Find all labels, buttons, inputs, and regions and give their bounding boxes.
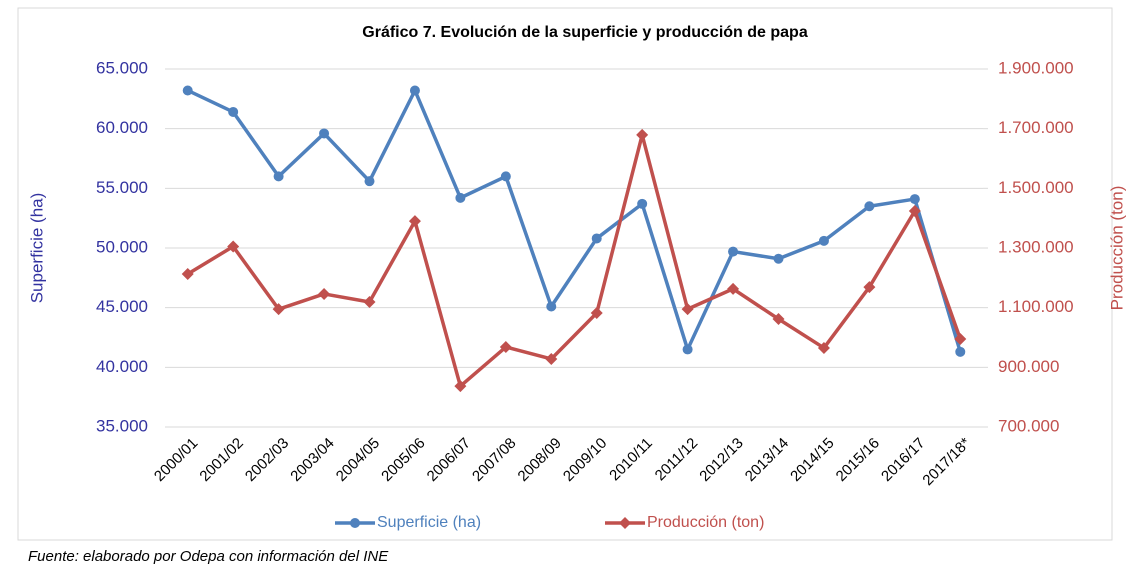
marker xyxy=(772,313,785,326)
legend-marker xyxy=(619,517,631,529)
chart-title: Gráfico 7. Evolución de la superficie y … xyxy=(362,24,808,41)
x-tick-label: 2000/01 xyxy=(151,435,201,485)
marker xyxy=(409,85,420,96)
y-tick-label: 45.000 xyxy=(96,297,148,316)
marker xyxy=(181,267,194,280)
x-tick-label: 2014/15 xyxy=(787,435,837,485)
marker xyxy=(227,240,240,253)
marker xyxy=(682,344,693,355)
x-tick-label: 2008/09 xyxy=(515,435,565,485)
marker xyxy=(228,106,239,117)
x-tick-label: 2001/02 xyxy=(196,435,246,485)
marker xyxy=(545,352,558,365)
x-tick-label: 2012/13 xyxy=(696,435,746,485)
marker xyxy=(455,192,466,203)
x-tick-label: 2010/11 xyxy=(606,435,656,485)
marker xyxy=(364,176,375,187)
x-tick-label: 2015/16 xyxy=(833,435,883,485)
x-tick-label: 2011/12 xyxy=(652,435,702,485)
y2-tick-label: 1.100.000 xyxy=(998,297,1074,316)
x-tick-label: 2009/10 xyxy=(560,435,610,485)
marker xyxy=(591,233,602,244)
y-tick-label: 65.000 xyxy=(96,58,148,77)
y2-axis-title: Producción (ton) xyxy=(1107,186,1126,311)
source-note: Fuente: elaborado por Odepa con informac… xyxy=(28,548,389,565)
marker xyxy=(546,301,557,312)
x-tick-label: 2006/07 xyxy=(424,435,474,485)
marker xyxy=(727,282,740,295)
marker xyxy=(590,307,603,320)
marker xyxy=(363,295,376,308)
marker xyxy=(909,194,920,205)
y2-tick-label: 1.300.000 xyxy=(998,237,1074,256)
y-tick-label: 60.000 xyxy=(96,118,148,137)
marker xyxy=(818,235,829,246)
marker xyxy=(637,198,648,209)
y2-tick-label: 700.000 xyxy=(998,416,1059,435)
y-axis-title: Superficie (ha) xyxy=(27,193,46,304)
marker xyxy=(728,246,739,257)
y-tick-label: 35.000 xyxy=(96,416,148,435)
marker xyxy=(817,341,830,354)
marker xyxy=(908,205,921,218)
marker xyxy=(408,215,421,228)
y2-tick-label: 1.700.000 xyxy=(998,118,1074,137)
marker xyxy=(955,346,966,357)
marker xyxy=(499,341,512,354)
marker xyxy=(954,332,967,345)
y-tick-label: 55.000 xyxy=(96,178,148,197)
y-tick-label: 40.000 xyxy=(96,357,148,376)
legend-marker xyxy=(350,518,360,528)
legend-label: Superficie (ha) xyxy=(377,514,481,531)
marker xyxy=(863,281,876,294)
legend-label: Producción (ton) xyxy=(647,514,764,531)
marker xyxy=(773,253,784,264)
y2-tick-label: 1.900.000 xyxy=(998,58,1074,77)
y2-tick-label: 1.500.000 xyxy=(998,178,1074,197)
series-line xyxy=(186,133,962,388)
x-tick-label: 2017/18* xyxy=(919,435,974,490)
x-tick-label: 2013/14 xyxy=(742,435,792,485)
marker xyxy=(636,128,649,141)
marker xyxy=(319,128,330,139)
y-tick-label: 50.000 xyxy=(96,237,148,256)
marker xyxy=(681,303,694,316)
y2-tick-label: 900.000 xyxy=(998,357,1059,376)
x-tick-label: 2004/05 xyxy=(333,435,383,485)
marker xyxy=(318,287,331,300)
chart-border xyxy=(17,7,1113,541)
marker xyxy=(454,380,467,393)
marker xyxy=(182,85,193,96)
series-line xyxy=(186,88,962,353)
x-tick-label: 2002/03 xyxy=(242,435,292,485)
marker xyxy=(864,201,875,212)
x-tick-label: 2007/08 xyxy=(469,435,519,485)
marker xyxy=(272,303,285,316)
marker xyxy=(500,171,511,182)
marker xyxy=(273,171,284,182)
x-tick-label: 2003/04 xyxy=(287,435,337,485)
x-tick-label: 2005/06 xyxy=(378,435,428,485)
